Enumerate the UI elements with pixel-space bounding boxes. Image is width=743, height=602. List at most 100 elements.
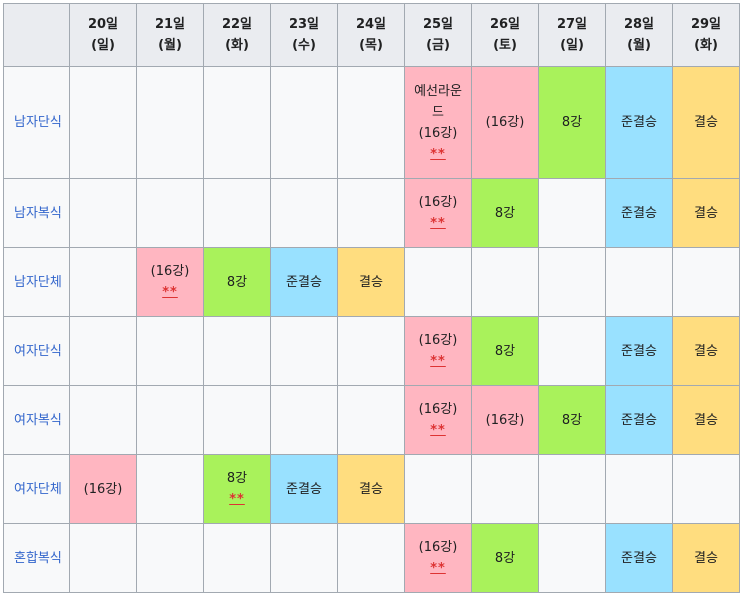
schedule-cell [270,66,338,179]
schedule-cell [538,247,606,317]
schedule-cell [471,247,539,317]
note-marker[interactable]: ** [208,489,266,510]
schedule-cell [136,523,204,593]
cell-text: 준결승 [621,550,657,566]
event-link[interactable]: 여자단체 [14,481,62,497]
schedule-cell [538,523,606,593]
event-link[interactable]: 남자복식 [14,205,62,221]
cell-text: 예선라운드 (16강) [414,83,462,141]
day-weekday: (월) [627,38,651,53]
day-weekday: (일) [91,38,115,53]
cell-text: 8강 [226,471,248,486]
corner-cell [3,3,70,67]
schedule-cell: 준결승 [605,385,673,455]
schedule-cell [203,385,271,455]
cell-text: 결승 [694,343,718,359]
schedule-cell [404,247,472,317]
note-link[interactable]: ** [430,354,446,369]
day-weekday: (화) [694,38,718,53]
day-date: 21일 [154,17,186,32]
cell-text: (16강) [418,333,458,348]
day-weekday: (수) [292,38,316,53]
schedule-cell: 8강 [538,385,606,455]
schedule-cell: 결승 [672,385,740,455]
note-link[interactable]: ** [430,423,446,438]
schedule-cell: 8강 [471,316,539,386]
event-link[interactable]: 혼합복식 [14,550,62,566]
schedule-cell: 결승 [672,523,740,593]
note-marker[interactable]: ** [409,213,467,234]
schedule-cell [136,178,204,248]
cell-text: 준결승 [621,343,657,359]
cell-text: (16강) [485,115,525,130]
schedule-cell: 8강 [471,523,539,593]
cell-text: (16강) [150,264,190,279]
event-cell: 여자단체 [3,454,70,524]
schedule-cell [605,247,673,317]
day-header: 25일 (금) [404,3,472,67]
cell-text: (16강) [418,195,458,210]
note-link[interactable]: ** [229,492,245,507]
schedule-cell [337,316,405,386]
cell-text: 8강 [494,550,516,566]
schedule-cell: 준결승 [605,178,673,248]
day-header: 26일 (토) [471,3,539,67]
note-marker[interactable]: ** [409,420,467,441]
note-marker[interactable]: ** [141,282,199,303]
schedule-cell [538,316,606,386]
note-marker[interactable]: ** [409,144,467,165]
cell-text: (16강) [418,402,458,417]
schedule-cell [69,385,137,455]
note-link[interactable]: ** [430,216,446,231]
event-link[interactable]: 여자단식 [14,343,62,359]
schedule-cell [136,454,204,524]
schedule-cell [337,178,405,248]
table-row: 남자단체 (16강) ** 8강 준결승 결승 [3,247,740,317]
cell-text: (16강) [418,540,458,555]
event-cell: 혼합복식 [3,523,70,593]
note-marker[interactable]: ** [409,558,467,579]
schedule-cell: 8강 [471,178,539,248]
schedule-cell: (16강) ** [404,316,472,386]
schedule-cell: (16강) ** [404,178,472,248]
day-header: 29일 (화) [672,3,740,67]
event-cell: 여자단식 [3,316,70,386]
note-link[interactable]: ** [162,285,178,300]
event-link[interactable]: 여자복식 [14,412,62,428]
event-cell: 여자복식 [3,385,70,455]
cell-text: 8강 [494,343,516,359]
schedule-cell [203,316,271,386]
day-date: 25일 [422,17,454,32]
event-link[interactable]: 남자단체 [14,274,62,290]
cell-text: 준결승 [286,274,322,290]
schedule-cell [136,316,204,386]
schedule-cell [672,454,740,524]
note-marker[interactable]: ** [409,351,467,372]
cell-text: 준결승 [286,481,322,497]
note-link[interactable]: ** [430,561,446,576]
schedule-cell [136,66,204,179]
schedule-cell [538,454,606,524]
cell-text: 준결승 [621,115,657,130]
schedule-cell [69,66,137,179]
note-link[interactable]: ** [430,146,446,162]
cell-text: (16강) [485,412,525,428]
day-date: 27일 [556,17,588,32]
event-cell: 남자단식 [3,66,70,179]
schedule-cell [471,454,539,524]
schedule-cell [337,523,405,593]
day-date: 28일 [623,17,655,32]
schedule-cell: 준결승 [605,66,673,179]
schedule-cell: 결승 [672,178,740,248]
event-link[interactable]: 남자단식 [14,115,62,130]
schedule-cell [337,66,405,179]
day-date: 26일 [489,17,521,32]
cell-text: 8강 [226,274,248,290]
schedule-cell [672,247,740,317]
cell-text: 준결승 [621,205,657,221]
schedule-cell [69,523,137,593]
schedule-cell [69,178,137,248]
schedule-cell [270,178,338,248]
schedule-cell: (16강) [471,66,539,179]
cell-text: 결승 [694,412,718,428]
